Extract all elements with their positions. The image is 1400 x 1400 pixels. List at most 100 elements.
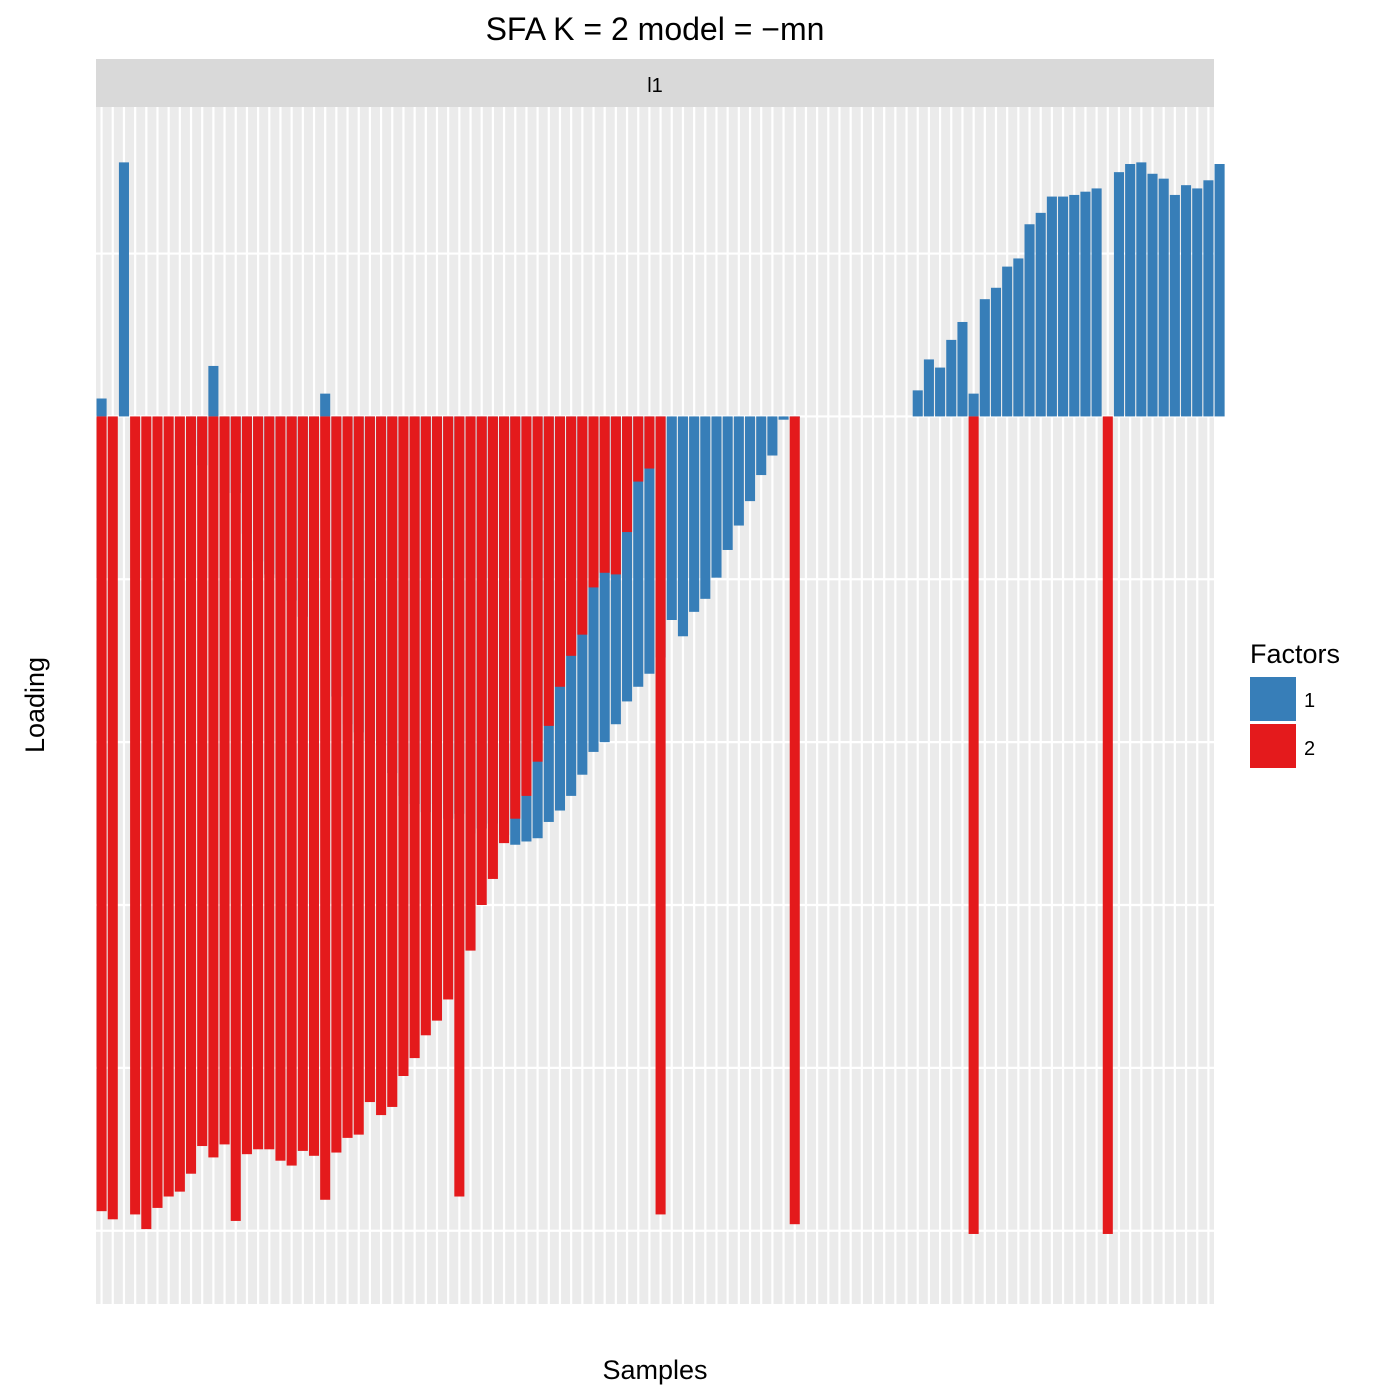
bar-factor-1-sample-50: [644, 416, 655, 674]
bar-factor-2-sample-44: [577, 416, 588, 635]
bar-factor-1-sample-92: [1113, 172, 1125, 417]
bar-factor-1-sample-93: [1125, 164, 1136, 417]
bar-factor-1-sample-1: [96, 398, 107, 417]
bar-factor-1-sample-57: [722, 416, 733, 550]
bar-factor-2-sample-23: [342, 416, 353, 1138]
bar-factor-1-sample-21: [320, 393, 331, 417]
bar-factor-2-sample-22: [331, 416, 342, 1153]
bar-factor-1-sample-58: [733, 416, 744, 526]
bar-factor-1-sample-80: [979, 299, 990, 417]
bar-factor-1-sample-99: [1192, 188, 1203, 417]
bar-factor-1-sample-85: [1035, 212, 1046, 417]
bar-factor-1-sample-98: [1181, 185, 1192, 417]
bar-factor-1-sample-61: [767, 416, 778, 456]
bar-factor-1-sample-48: [622, 416, 633, 702]
bar-factor-2-sample-9: [185, 416, 197, 1174]
series-2-bars: [96, 416, 1113, 1234]
bar-factor-1-sample-60: [756, 416, 767, 476]
bar-factor-2-sample-37: [499, 416, 510, 844]
bar-factor-2-sample-10: [197, 416, 208, 1147]
legend: Factors 1 2: [1250, 639, 1340, 768]
facet-strip: [96, 59, 1214, 107]
y-axis-label: Loading: [20, 657, 50, 753]
bar-factor-2-sample-79: [968, 416, 979, 1234]
bar-factor-1-sample-101: [1214, 164, 1225, 417]
bar-factor-2-sample-36: [487, 416, 498, 879]
bar-factor-2-sample-42: [554, 416, 566, 687]
bar-factor-2-sample-26: [376, 416, 387, 1116]
bar-factor-1-sample-84: [1024, 224, 1035, 417]
bar-factor-2-sample-48: [622, 416, 633, 533]
bar-factor-1-sample-54: [689, 416, 700, 612]
bar-factor-1-sample-76: [935, 367, 946, 417]
bar-factor-1-sample-81: [990, 287, 1002, 417]
bar-factor-2-sample-33: [454, 416, 465, 1197]
bar-factor-2-sample-91: [1102, 416, 1113, 1234]
bar-factor-2-sample-35: [476, 416, 487, 905]
bar-factor-2-sample-15: [253, 416, 264, 1150]
bar-factor-1-sample-55: [700, 416, 711, 599]
bar-factor-2-sample-14: [241, 416, 252, 1155]
bar-factor-2-sample-40: [532, 416, 543, 762]
bar-factor-1-sample-96: [1158, 178, 1169, 417]
bar-factor-1-sample-97: [1169, 194, 1180, 417]
bar-factor-2-sample-43: [566, 416, 577, 656]
bar-factor-2-sample-31: [431, 416, 443, 1021]
bar-factor-2-sample-6: [152, 416, 163, 1208]
bar-factor-2-sample-19: [297, 416, 308, 1151]
bar-factor-1-sample-100: [1203, 180, 1214, 417]
bar-factor-1-sample-75: [923, 359, 934, 417]
bar-factor-2-sample-2: [107, 416, 118, 1220]
bar-factor-1-sample-53: [677, 416, 688, 637]
bar-factor-1-sample-11: [208, 365, 219, 417]
bar-factor-2-sample-45: [588, 416, 599, 588]
bar-factor-2-sample-38: [510, 416, 521, 819]
bar-factor-1-sample-77: [946, 339, 957, 417]
bar-factor-2-sample-17: [275, 416, 286, 1161]
bar-factor-2-sample-4: [130, 416, 141, 1215]
bar-factor-1-sample-46: [599, 416, 610, 743]
bar-factor-2-sample-5: [141, 416, 152, 1230]
legend-title: Factors: [1250, 639, 1340, 669]
x-axis-label: Samples: [602, 1355, 707, 1385]
bar-factor-1-sample-62: [778, 416, 789, 420]
bar-factor-2-sample-18: [286, 416, 297, 1166]
bar-factor-1-sample-90: [1091, 188, 1102, 417]
bar-factor-1-sample-94: [1136, 162, 1147, 417]
bar-factor-1-sample-83: [1013, 258, 1024, 417]
bar-factor-2-sample-1: [96, 416, 107, 1212]
bar-factor-2-sample-16: [264, 416, 275, 1150]
bar-factor-2-sample-29: [409, 416, 420, 1059]
bar-factor-2-sample-63: [789, 416, 800, 1225]
bar-factor-1-sample-74: [912, 390, 923, 417]
bar-factor-2-sample-41: [543, 416, 554, 726]
bar-factor-2-sample-39: [521, 416, 532, 796]
legend-label-2: 2: [1304, 738, 1315, 760]
bar-factor-2-sample-50: [644, 416, 655, 469]
bar-factor-2-sample-47: [610, 416, 621, 575]
bar-factor-1-sample-82: [1002, 266, 1013, 417]
bar-factor-2-sample-11: [208, 416, 219, 1158]
plot-panel: [96, 107, 1214, 1304]
bar-factor-1-sample-52: [666, 416, 677, 620]
bar-factor-2-sample-46: [599, 416, 610, 573]
bar-factor-2-sample-21: [320, 416, 331, 1200]
bar-factor-1-sample-3: [118, 162, 129, 417]
bar-factor-2-sample-34: [465, 416, 476, 951]
bar-factor-2-sample-12: [219, 416, 230, 1145]
bar-factor-1-sample-87: [1058, 196, 1069, 417]
chart-title: SFA K = 2 model = −mn: [486, 11, 825, 47]
bar-factor-1-sample-95: [1147, 173, 1158, 417]
bar-factor-1-sample-59: [744, 416, 756, 502]
bar-factor-2-sample-51: [655, 416, 666, 1215]
bar-factor-1-sample-79: [968, 393, 979, 417]
facet-strip-label: l1: [647, 75, 663, 97]
bar-factor-1-sample-56: [711, 416, 722, 578]
bar-factor-1-sample-86: [1046, 196, 1057, 417]
bar-factor-1-sample-88: [1069, 194, 1080, 417]
bar-factor-2-sample-28: [398, 416, 409, 1076]
legend-label-1: 1: [1304, 690, 1315, 712]
bar-factor-2-sample-24: [353, 416, 364, 1135]
bar-factor-2-sample-13: [230, 416, 241, 1221]
